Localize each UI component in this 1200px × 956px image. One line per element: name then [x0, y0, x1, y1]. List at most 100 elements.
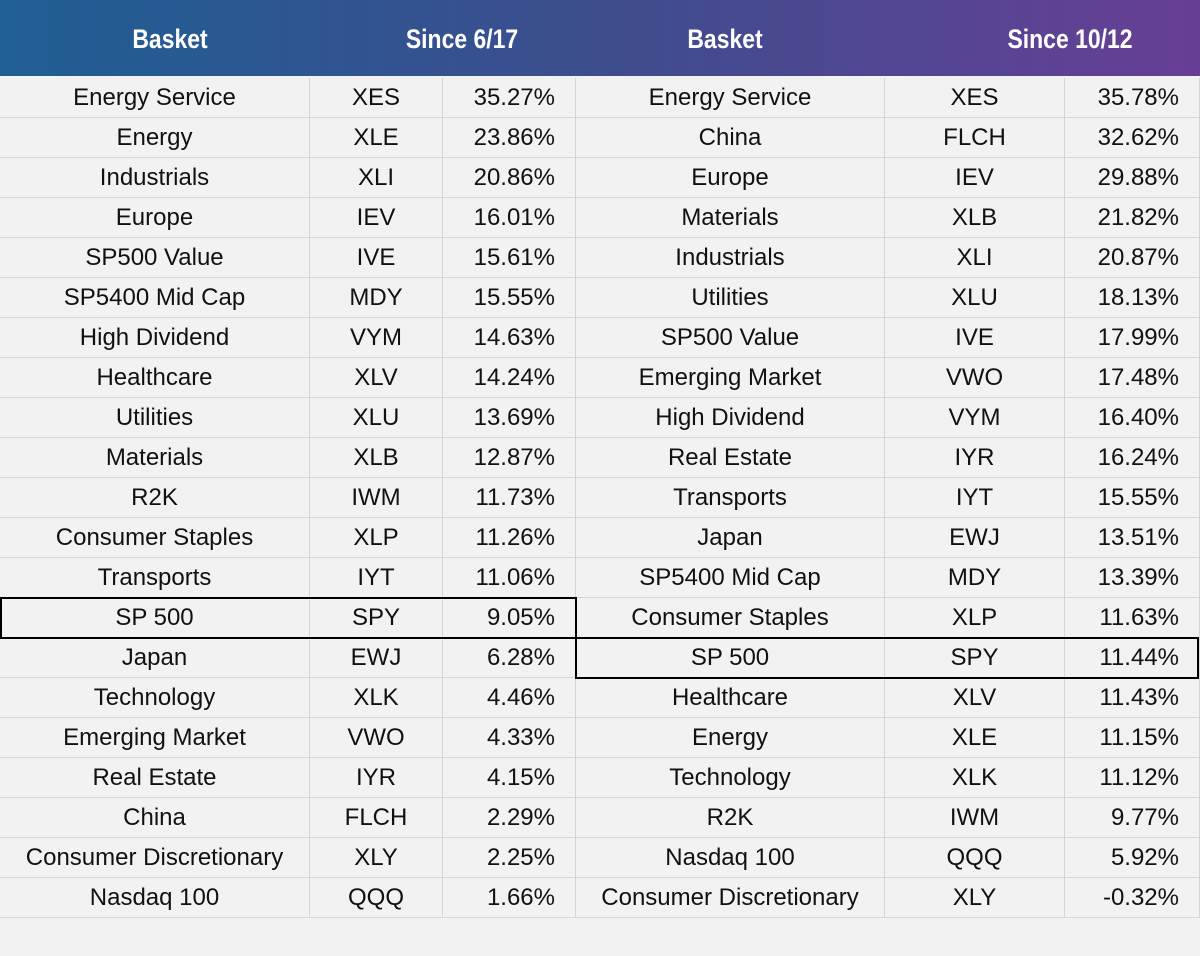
- ticker: VYM: [310, 318, 443, 358]
- header-label: Basket: [687, 24, 763, 54]
- ticker: VYM: [885, 398, 1065, 438]
- ticker: IWM: [885, 798, 1065, 838]
- ticker: EWJ: [885, 518, 1065, 558]
- ticker: SPY: [310, 598, 443, 638]
- basket-name: Emerging Market: [0, 718, 310, 758]
- basket-name: Nasdaq 100: [576, 838, 885, 878]
- basket-name: Consumer Staples: [0, 518, 310, 558]
- ticker: QQQ: [885, 838, 1065, 878]
- ticker: MDY: [885, 558, 1065, 598]
- return: 18.13%: [1065, 278, 1200, 318]
- return: 29.88%: [1065, 158, 1200, 198]
- ticker: XLV: [885, 678, 1065, 718]
- ticker: XLE: [310, 118, 443, 158]
- ticker: VWO: [885, 358, 1065, 398]
- return: 13.39%: [1065, 558, 1200, 598]
- ticker: EWJ: [310, 638, 443, 678]
- return: 32.62%: [1065, 118, 1200, 158]
- ticker: FLCH: [885, 118, 1065, 158]
- ticker: IYT: [885, 478, 1065, 518]
- basket-name: Technology: [576, 758, 885, 798]
- return: 11.63%: [1065, 598, 1200, 638]
- ticker: XLI: [310, 158, 443, 198]
- basket-name: China: [0, 798, 310, 838]
- ticker: IYR: [885, 438, 1065, 478]
- return: 4.33%: [443, 718, 576, 758]
- ticker: IEV: [310, 198, 443, 238]
- return: 4.46%: [443, 678, 576, 718]
- ticker: XLK: [310, 678, 443, 718]
- return: 6.28%: [443, 638, 576, 678]
- ticker: XLE: [885, 718, 1065, 758]
- return: 14.63%: [443, 318, 576, 358]
- return: 16.01%: [443, 198, 576, 238]
- basket-name: China: [576, 118, 885, 158]
- ticker: XES: [310, 78, 443, 118]
- ticker: SPY: [885, 638, 1065, 678]
- basket-name: Materials: [0, 438, 310, 478]
- ticker: IVE: [310, 238, 443, 278]
- return: 11.12%: [1065, 758, 1200, 798]
- return: 35.78%: [1065, 78, 1200, 118]
- basket-name: Technology: [0, 678, 310, 718]
- ticker: XLB: [310, 438, 443, 478]
- ticker: XLP: [310, 518, 443, 558]
- basket-name: Industrials: [0, 158, 310, 198]
- basket-name: Real Estate: [576, 438, 885, 478]
- basket-name: Transports: [576, 478, 885, 518]
- basket-name: Utilities: [0, 398, 310, 438]
- ticker: XLU: [310, 398, 443, 438]
- basket-name: Emerging Market: [576, 358, 885, 398]
- return: 2.25%: [443, 838, 576, 878]
- return: 12.87%: [443, 438, 576, 478]
- basket-name: High Dividend: [576, 398, 885, 438]
- return: 2.29%: [443, 798, 576, 838]
- ticker: XLU: [885, 278, 1065, 318]
- header-label: Since 10/12: [1007, 24, 1133, 54]
- return: 35.27%: [443, 78, 576, 118]
- basket-name: Materials: [576, 198, 885, 238]
- basket-name: Energy: [0, 118, 310, 158]
- return: 9.05%: [443, 598, 576, 638]
- return: 9.77%: [1065, 798, 1200, 838]
- return: 11.15%: [1065, 718, 1200, 758]
- return: 15.55%: [1065, 478, 1200, 518]
- ticker: IWM: [310, 478, 443, 518]
- ticker: XLP: [885, 598, 1065, 638]
- basket-name: High Dividend: [0, 318, 310, 358]
- header-label: Since 6/17: [405, 24, 519, 54]
- basket-name: R2K: [576, 798, 885, 838]
- basket-name: Healthcare: [576, 678, 885, 718]
- basket-name: Industrials: [576, 238, 885, 278]
- return: 13.69%: [443, 398, 576, 438]
- return: 14.24%: [443, 358, 576, 398]
- basket-name: SP 500: [0, 598, 310, 638]
- return: 16.40%: [1065, 398, 1200, 438]
- return: -0.32%: [1065, 878, 1200, 918]
- return: 23.86%: [443, 118, 576, 158]
- ticker: VWO: [310, 718, 443, 758]
- ticker: XLY: [310, 838, 443, 878]
- return: 11.26%: [443, 518, 576, 558]
- basket-name: Energy Service: [0, 78, 310, 118]
- basket-name: SP 500: [576, 638, 885, 678]
- return: 11.06%: [443, 558, 576, 598]
- basket-name: Consumer Discretionary: [576, 878, 885, 918]
- basket-name: Japan: [0, 638, 310, 678]
- return: 20.86%: [443, 158, 576, 198]
- return: 5.92%: [1065, 838, 1200, 878]
- header-bar: Basket Since 6/17 Basket Since 10/12: [0, 0, 1200, 76]
- basket-name: Transports: [0, 558, 310, 598]
- basket-name: Energy: [576, 718, 885, 758]
- ticker: XLY: [885, 878, 1065, 918]
- basket-name: Consumer Staples: [576, 598, 885, 638]
- basket-name: Japan: [576, 518, 885, 558]
- return: 16.24%: [1065, 438, 1200, 478]
- return: 4.15%: [443, 758, 576, 798]
- basket-name: Consumer Discretionary: [0, 838, 310, 878]
- ticker: MDY: [310, 278, 443, 318]
- basket-name: Europe: [0, 198, 310, 238]
- basket-name: SP5400 Mid Cap: [0, 278, 310, 318]
- ticker: IEV: [885, 158, 1065, 198]
